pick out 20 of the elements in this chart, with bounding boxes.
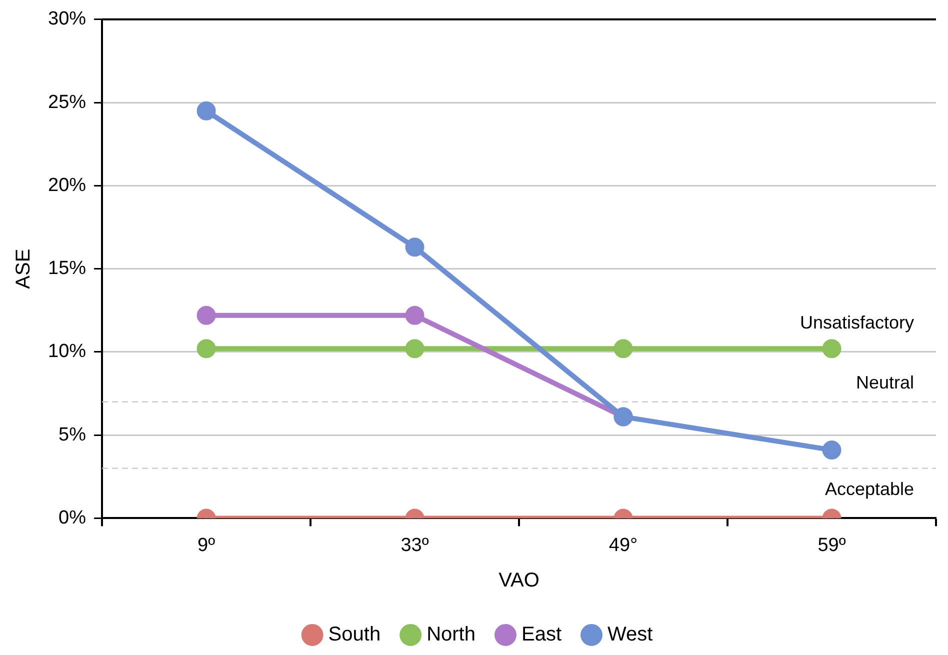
x-tick-label: 59º: [818, 534, 846, 556]
annotation: Neutral: [856, 372, 914, 392]
x-tick-label: 33º: [400, 534, 429, 556]
y-axis-title: ASE: [12, 248, 35, 289]
x-axis-title: VAO: [498, 570, 540, 592]
annotation: Unsatisfactory: [800, 312, 914, 333]
annotation: Acceptable: [824, 479, 914, 500]
y-tick-label: 0%: [58, 507, 86, 528]
x-tick-label: 9º: [198, 534, 216, 556]
legend-label: South: [328, 624, 381, 646]
y-tick-label: 25%: [48, 92, 86, 113]
legend-label: North: [426, 624, 476, 646]
y-tick-label: 15%: [48, 258, 86, 280]
y-tick-label: 30%: [48, 8, 86, 30]
y-tick-label: 5%: [58, 424, 86, 446]
y-tick-label: 10%: [48, 341, 86, 362]
legend-label: East: [521, 624, 562, 646]
y-tick-label: 20%: [48, 174, 86, 196]
legend-label: West: [608, 624, 654, 646]
x-tick-label: 49°: [608, 534, 638, 556]
